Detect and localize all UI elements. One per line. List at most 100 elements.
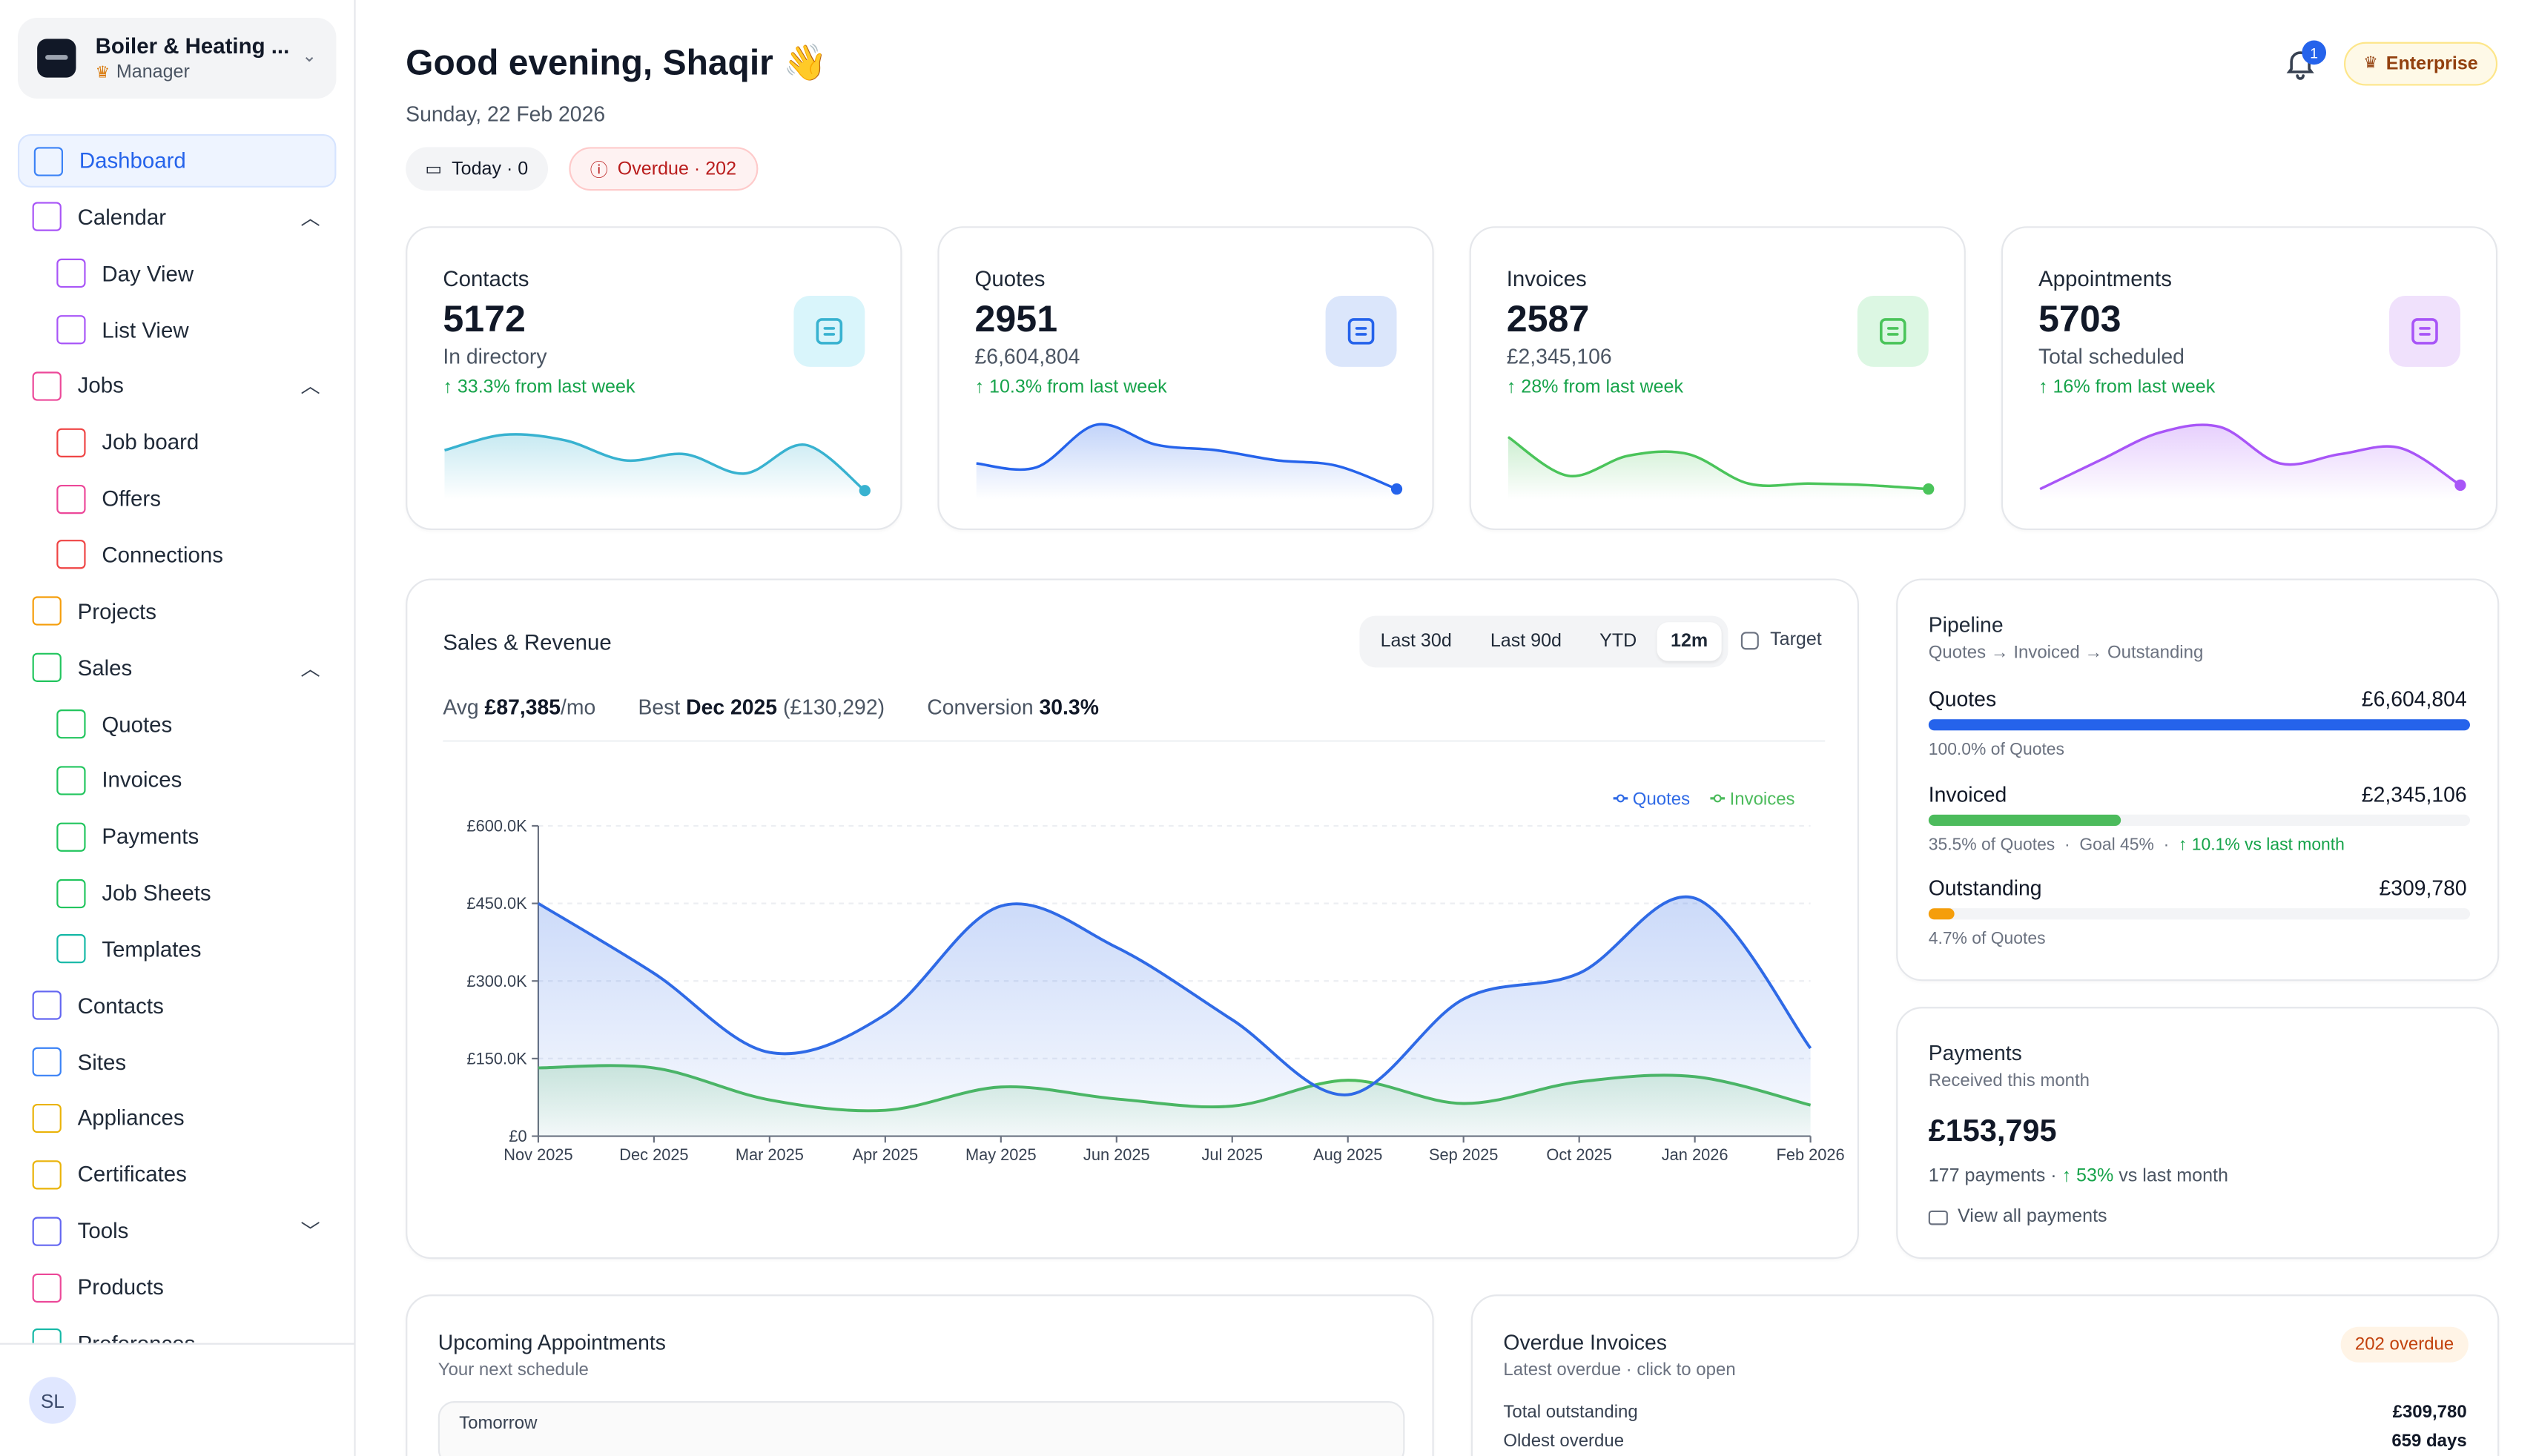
plan-badge[interactable]: ♛ Enterprise bbox=[2344, 42, 2498, 86]
pipeline-progress-fill bbox=[1928, 814, 2121, 826]
sidebar-item-label: Quotes bbox=[102, 712, 173, 736]
chevron-up-icon[interactable]: ︿ bbox=[300, 375, 320, 399]
x-tick-label: Jul 2025 bbox=[1202, 1145, 1263, 1164]
total-outstanding-value: £309,780 bbox=[2392, 1403, 2467, 1423]
best-label: Best bbox=[638, 695, 681, 720]
payments-amount: £153,795 bbox=[1928, 1115, 2057, 1149]
sidebar-item-contacts[interactable]: Contacts bbox=[18, 979, 336, 1033]
stat-card-invoices[interactable]: Invoices 2587 £2,345,106 ↑ 28% from last we… bbox=[1469, 226, 1966, 531]
stat-trend: ↑ 16% from last week bbox=[2038, 378, 2216, 398]
payments-card: Payments Received this month £153,795 17… bbox=[1896, 1007, 2500, 1260]
pipeline-note-text: 35.5% of Quotes bbox=[1928, 835, 2055, 856]
sidebar-item-appliances[interactable]: Appliances bbox=[18, 1091, 336, 1145]
sparkline-end-point bbox=[1923, 483, 1935, 495]
pipeline-subtitle: Quotes → Invoiced → Outstanding bbox=[1928, 643, 2204, 663]
sales-summary: Avg £87,385/mo Best Dec 2025 (£130,292) … bbox=[443, 695, 1099, 719]
upcoming-appointments-card: Upcoming Appointments Your next schedule… bbox=[406, 1294, 1434, 1456]
sidebar-item-label: Appliances bbox=[77, 1106, 185, 1131]
stat-value: 2951 bbox=[974, 297, 1058, 340]
range-ytd-button[interactable]: YTD bbox=[1599, 632, 1637, 652]
best-amount: (£130,292) bbox=[782, 695, 885, 720]
sidebar-item-jobs[interactable]: Jobs ︿ bbox=[18, 360, 336, 413]
projects-icon bbox=[32, 597, 62, 626]
pipeline-row-value: £2,345,106 bbox=[2361, 782, 2467, 807]
chevron-up-icon[interactable]: ︿ bbox=[300, 206, 320, 230]
y-tick-label: £600.0K bbox=[466, 817, 527, 835]
today-filter[interactable]: ▭ Today · 0 bbox=[406, 147, 548, 191]
sidebar-item-label: List View bbox=[102, 317, 189, 343]
stat-card-contacts[interactable]: Contacts 5172 In directory ↑ 33.3% from las… bbox=[406, 226, 902, 531]
x-tick-label: Oct 2025 bbox=[1546, 1145, 1611, 1164]
pipeline-row-label: Outstanding bbox=[1928, 876, 2042, 901]
stat-title: Contacts bbox=[443, 266, 529, 291]
stat-value: 5703 bbox=[2038, 297, 2121, 340]
products-icon bbox=[32, 1272, 62, 1302]
sidebar-item-products[interactable]: Products bbox=[18, 1260, 336, 1314]
oldest-overdue-label: Oldest overdue bbox=[1503, 1432, 1625, 1452]
sidebar-item-connections[interactable]: Connections bbox=[18, 529, 336, 582]
sidebar-item-day-view[interactable]: Day View bbox=[18, 247, 336, 300]
sidebar-item-label: Job board bbox=[102, 430, 199, 455]
plan-label: Enterprise bbox=[2385, 54, 2478, 74]
sidebar-item-templates[interactable]: Templates bbox=[18, 923, 336, 976]
org-switcher[interactable]: Boiler & Heating ... ♛ Manager ⌄ bbox=[17, 17, 337, 99]
sidebar-item-job-board[interactable]: Job board bbox=[18, 416, 336, 469]
sidebar-item-quotes[interactable]: Quotes bbox=[18, 698, 336, 751]
pipeline-note-text: 4.7% of Quotes bbox=[1928, 929, 2046, 949]
sparkline-line bbox=[1507, 436, 1929, 491]
avatar[interactable]: SL bbox=[29, 1377, 76, 1424]
chevron-up-icon[interactable]: ︿ bbox=[300, 657, 320, 680]
overdue-title: Overdue Invoices bbox=[1503, 1330, 1667, 1354]
calendar-icon bbox=[2389, 295, 2460, 367]
stat-trend: ↑ 28% from last week bbox=[1506, 378, 1684, 398]
sidebar-item-sales[interactable]: Sales ︿ bbox=[18, 641, 336, 695]
sidebar-item-projects[interactable]: Projects bbox=[18, 585, 336, 638]
stat-card-appointments[interactable]: Appointments 5703 Total scheduled ↑ 16% fro… bbox=[2001, 226, 2498, 531]
sidebar-item-label: Invoices bbox=[102, 768, 182, 792]
stat-card-quotes[interactable]: Quotes 2951 £6,604,804 ↑ 10.3% from last we… bbox=[937, 226, 1434, 531]
upcoming-subtitle: Your next schedule bbox=[437, 1360, 589, 1380]
sidebar-item-invoices[interactable]: Invoices bbox=[18, 754, 336, 807]
overdue-filter[interactable]: ⓘ Overdue · 202 bbox=[569, 147, 758, 191]
connections-icon bbox=[56, 540, 86, 570]
calendar-day-icon bbox=[56, 259, 86, 288]
sidebar-item-label: Contacts bbox=[77, 993, 164, 1018]
view-all-payments-link[interactable]: View all payments bbox=[1928, 1207, 2107, 1227]
range-90d-button[interactable]: Last 90d bbox=[1490, 632, 1562, 652]
sidebar-item-offers[interactable]: Offers bbox=[18, 472, 336, 526]
tools-icon bbox=[32, 1216, 62, 1245]
target-toggle[interactable]: Target bbox=[1740, 630, 1822, 649]
range-30d-button[interactable]: Last 30d bbox=[1380, 632, 1452, 652]
sidebar-item-dashboard[interactable]: Dashboard bbox=[17, 133, 337, 188]
dollar-doc-icon bbox=[1325, 295, 1397, 367]
x-tick-label: Mar 2025 bbox=[736, 1145, 804, 1164]
sidebar-item-sites[interactable]: Sites bbox=[18, 1035, 336, 1088]
sidebar-item-label: Sales bbox=[77, 655, 133, 680]
view-all-payments-label: View all payments bbox=[1957, 1207, 2107, 1227]
avg-value: £87,385 bbox=[484, 695, 561, 720]
range-12m-button[interactable]: 12m bbox=[1657, 622, 1722, 661]
sidebar-item-calendar[interactable]: Calendar ︿ bbox=[18, 191, 336, 244]
legend-marker bbox=[1713, 794, 1722, 803]
sites-icon bbox=[32, 1047, 62, 1077]
y-tick-label: £300.0K bbox=[466, 972, 527, 990]
sidebar-item-job-sheets[interactable]: Job Sheets bbox=[18, 867, 336, 920]
target-checkbox[interactable] bbox=[1740, 631, 1759, 649]
sidebar-item-label: Certificates bbox=[77, 1162, 187, 1187]
cash-icon bbox=[1857, 295, 1929, 367]
sidebar-item-list-view[interactable]: List View bbox=[18, 303, 336, 357]
sidebar-item-label: Tools bbox=[77, 1219, 129, 1243]
job-sheet-icon bbox=[56, 878, 86, 908]
stat-trend: ↑ 33.3% from last week bbox=[443, 378, 635, 398]
sparkline bbox=[2039, 423, 2466, 500]
sidebar-item-tools[interactable]: Tools ﹀ bbox=[18, 1204, 336, 1257]
notification-badge: 1 bbox=[2302, 40, 2327, 65]
x-tick-label: Dec 2025 bbox=[619, 1145, 688, 1164]
chevron-down-icon[interactable]: ﹀ bbox=[300, 1220, 320, 1243]
sidebar-item-certificates[interactable]: Certificates bbox=[18, 1148, 336, 1201]
sidebar-item-payments[interactable]: Payments bbox=[18, 810, 336, 864]
crown-icon: ♛ bbox=[2363, 55, 2378, 73]
calendar-icon bbox=[32, 202, 62, 232]
pipeline-progress-track bbox=[1928, 814, 2471, 826]
y-tick-label: £150.0K bbox=[466, 1050, 527, 1068]
